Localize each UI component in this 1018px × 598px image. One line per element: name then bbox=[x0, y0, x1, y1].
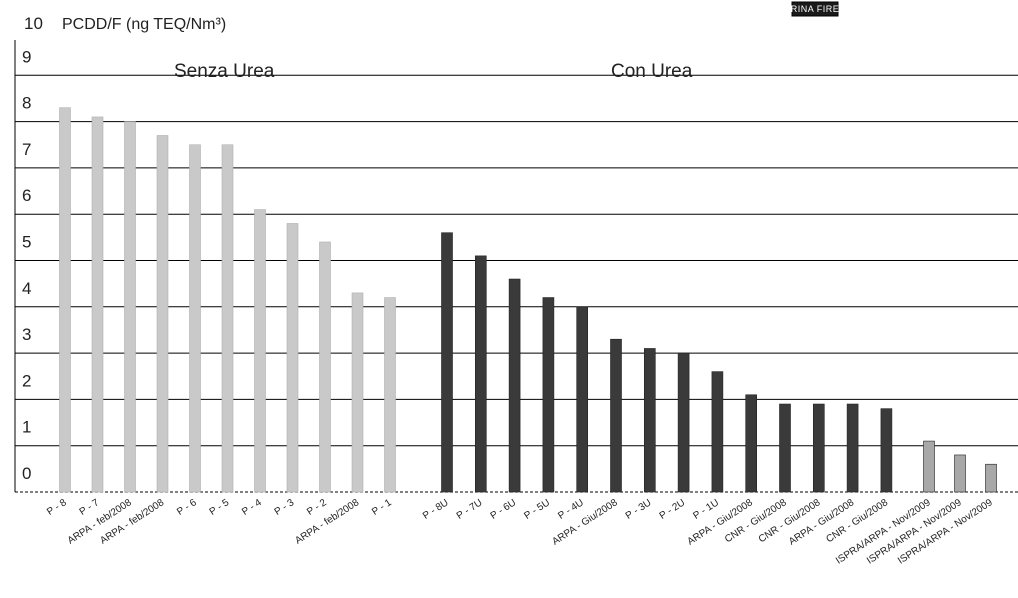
category-label: P - 1 bbox=[370, 497, 394, 518]
y-tick-labels: 0 1 2 3 4 5 6 7 8 9 10 bbox=[22, 14, 43, 483]
bar bbox=[474, 255, 487, 493]
bar bbox=[711, 371, 724, 493]
category-label: P - 8 bbox=[45, 497, 69, 518]
category-label: ARPA - feb/2008 bbox=[293, 497, 361, 547]
bar bbox=[542, 297, 555, 493]
brand-badge: RINA FIRE bbox=[791, 1, 840, 17]
category-label: P - 6U bbox=[489, 497, 519, 522]
bar bbox=[954, 454, 966, 493]
bar bbox=[59, 107, 71, 493]
category-label: ARPA - Giu/2008 bbox=[550, 497, 620, 548]
category-label: P - 5U bbox=[522, 497, 552, 522]
y-tick-label: 5 bbox=[22, 233, 31, 252]
bar bbox=[508, 278, 521, 493]
category-label: P - 6 bbox=[175, 497, 199, 518]
group-label-con-urea: Con Urea bbox=[611, 61, 693, 82]
bar bbox=[441, 232, 453, 493]
y-tick-label: 0 bbox=[22, 464, 31, 483]
category-label: P - 7 bbox=[78, 497, 102, 518]
bar bbox=[812, 403, 825, 493]
bar bbox=[576, 306, 589, 493]
category-label: P - 2 bbox=[305, 497, 329, 518]
bar bbox=[610, 338, 622, 493]
category-label: P - 3U bbox=[624, 497, 654, 522]
bar bbox=[221, 144, 234, 493]
y-tick-label: 1 bbox=[22, 418, 31, 437]
bar bbox=[745, 394, 758, 493]
bar bbox=[124, 121, 136, 493]
y-tick-label: 6 bbox=[22, 186, 31, 205]
bar bbox=[91, 116, 104, 493]
y-axis-title: PCDD/F (ng TEQ/Nm³) bbox=[62, 16, 226, 33]
bar bbox=[985, 463, 997, 493]
bar bbox=[846, 403, 859, 493]
y-tick-label: 10 bbox=[24, 14, 43, 33]
y-tick-label: 3 bbox=[22, 325, 31, 344]
y-tick-label: 2 bbox=[22, 371, 31, 390]
bar bbox=[677, 352, 690, 493]
category-label: P - 4 bbox=[240, 497, 264, 518]
bar bbox=[319, 241, 331, 493]
bars bbox=[59, 107, 997, 493]
y-tick-label: 4 bbox=[22, 279, 31, 298]
bar bbox=[779, 403, 791, 493]
bar bbox=[286, 223, 299, 493]
bar bbox=[254, 209, 266, 493]
y-tick-label: 8 bbox=[22, 94, 31, 113]
bar bbox=[351, 292, 364, 493]
category-label: P - 3 bbox=[273, 497, 297, 518]
category-label: P - 7U bbox=[455, 497, 485, 522]
category-label: P - 2U bbox=[658, 497, 688, 522]
category-label: P - 8U bbox=[421, 497, 451, 522]
category-label: P - 5 bbox=[208, 497, 232, 518]
bar bbox=[189, 144, 201, 493]
bar bbox=[384, 297, 396, 493]
bar bbox=[643, 348, 656, 493]
bar bbox=[156, 135, 169, 493]
bar bbox=[880, 408, 893, 493]
y-tick-label: 9 bbox=[22, 47, 31, 66]
bar bbox=[923, 440, 935, 493]
y-tick-label: 7 bbox=[22, 140, 31, 159]
brand-label: RINA FIRE bbox=[791, 4, 840, 14]
group-label-senza-urea: Senza Urea bbox=[174, 61, 275, 82]
